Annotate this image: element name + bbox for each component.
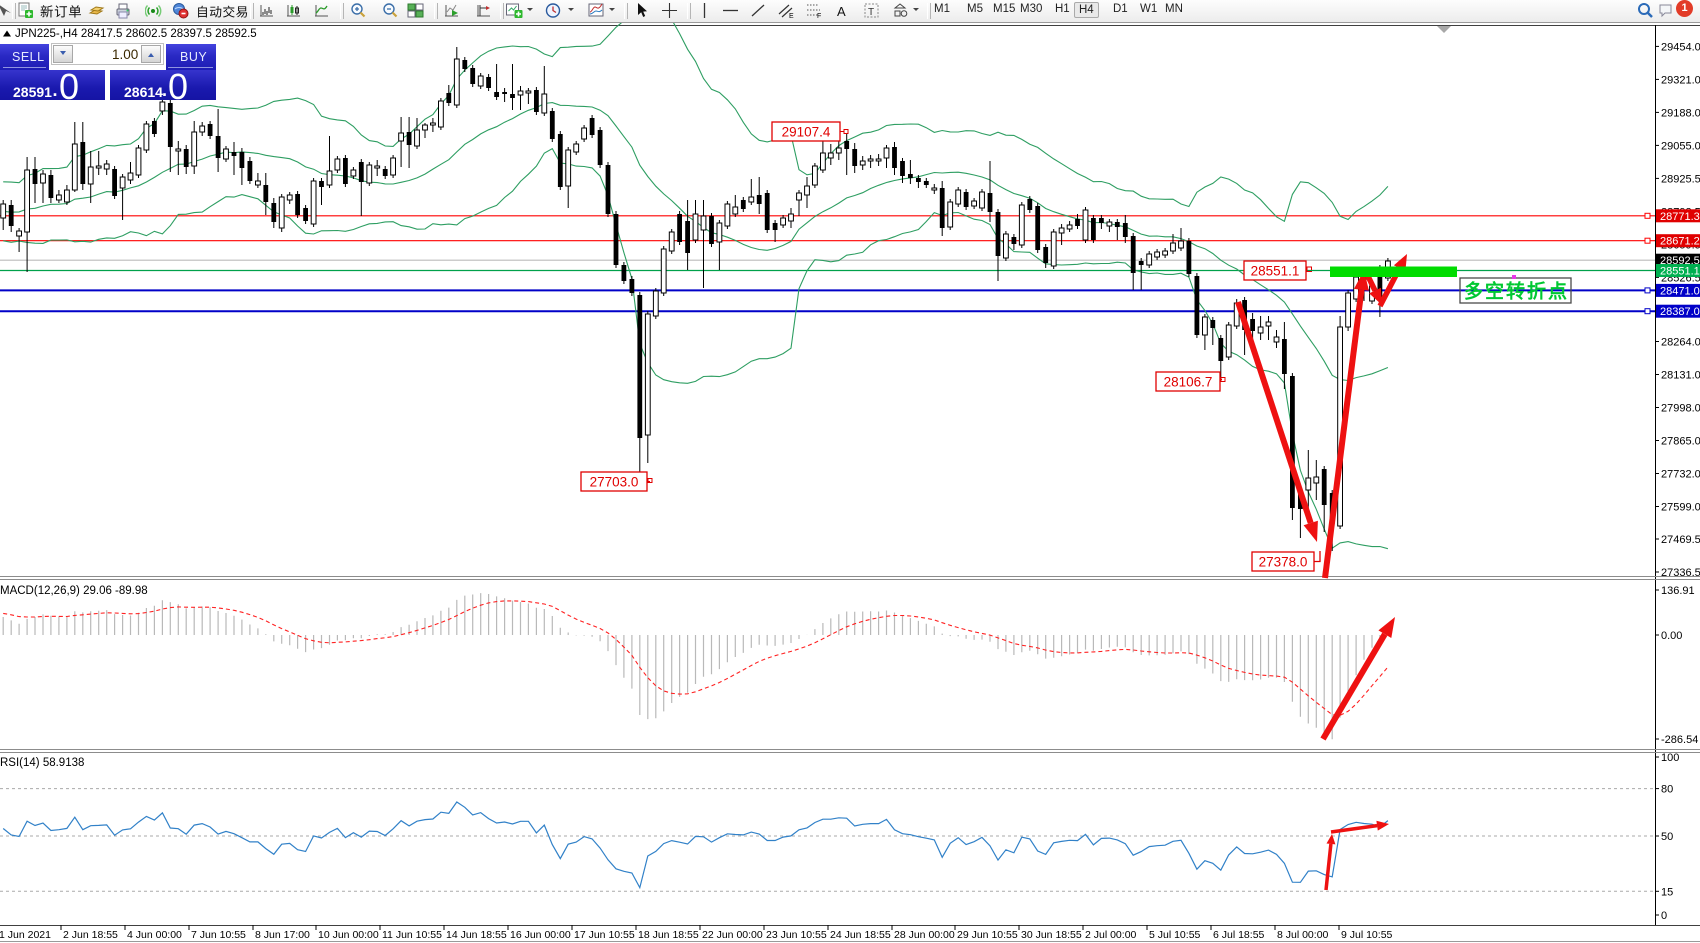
svg-text:28551.1: 28551.1 xyxy=(1660,266,1700,278)
svg-text:80: 80 xyxy=(1661,784,1673,796)
svg-text:10 Jun 00:00: 10 Jun 00:00 xyxy=(318,929,379,941)
svg-text:28 Jun 00:00: 28 Jun 00:00 xyxy=(894,929,955,941)
svg-text:29 Jun 10:55: 29 Jun 10:55 xyxy=(957,929,1018,941)
svg-text:27732.0: 27732.0 xyxy=(1661,469,1700,481)
svg-text:MACD(12,26,9) 29.06 -89.98: MACD(12,26,9) 29.06 -89.98 xyxy=(0,585,148,597)
svg-text:14 Jun 18:55: 14 Jun 18:55 xyxy=(446,929,507,941)
svg-text:8 Jun 17:00: 8 Jun 17:00 xyxy=(255,929,310,941)
svg-text:8 Jul 00:00: 8 Jul 00:00 xyxy=(1277,929,1329,941)
svg-text:28264.0: 28264.0 xyxy=(1661,337,1700,349)
svg-text:50: 50 xyxy=(1661,831,1673,843)
svg-text:28106.7: 28106.7 xyxy=(1164,375,1213,390)
svg-text:RSI(14) 58.9138: RSI(14) 58.9138 xyxy=(0,757,84,769)
svg-text:27998.0: 27998.0 xyxy=(1661,403,1700,415)
svg-text:多空转折点: 多空转折点 xyxy=(1464,280,1569,303)
svg-text:28471.0: 28471.0 xyxy=(1660,285,1700,297)
svg-text:1 Jun 2021: 1 Jun 2021 xyxy=(0,929,51,941)
svg-text:7 Jun 10:55: 7 Jun 10:55 xyxy=(191,929,246,941)
svg-text:27469.5: 27469.5 xyxy=(1661,534,1700,546)
svg-text:27703.0: 27703.0 xyxy=(590,475,639,490)
svg-text:5 Jul 10:55: 5 Jul 10:55 xyxy=(1149,929,1201,941)
svg-text:-286.54: -286.54 xyxy=(1661,734,1698,746)
svg-text:23 Jun 10:55: 23 Jun 10:55 xyxy=(766,929,827,941)
svg-text:27378.0: 27378.0 xyxy=(1259,555,1308,570)
svg-text:28925.5: 28925.5 xyxy=(1661,173,1700,185)
svg-text:28671.2: 28671.2 xyxy=(1660,236,1700,248)
svg-text:29454.0: 29454.0 xyxy=(1661,41,1700,53)
svg-text:0.00: 0.00 xyxy=(1661,630,1682,642)
svg-text:27336.5: 27336.5 xyxy=(1661,567,1700,579)
svg-text:136.91: 136.91 xyxy=(1661,585,1695,597)
svg-text:30 Jun 18:55: 30 Jun 18:55 xyxy=(1021,929,1082,941)
svg-text:28131.0: 28131.0 xyxy=(1661,370,1700,382)
svg-text:28551.1: 28551.1 xyxy=(1251,264,1300,279)
svg-text:29321.0: 29321.0 xyxy=(1661,74,1700,86)
svg-text:22 Jun 00:00: 22 Jun 00:00 xyxy=(702,929,763,941)
svg-text:15: 15 xyxy=(1661,886,1673,898)
svg-text:E: E xyxy=(789,13,794,19)
svg-text:2 Jul 00:00: 2 Jul 00:00 xyxy=(1085,929,1137,941)
svg-text:6 Jul 18:55: 6 Jul 18:55 xyxy=(1213,929,1265,941)
svg-text:16 Jun 00:00: 16 Jun 00:00 xyxy=(510,929,571,941)
svg-text:17 Jun 10:55: 17 Jun 10:55 xyxy=(574,929,635,941)
svg-text:4 Jun 00:00: 4 Jun 00:00 xyxy=(127,929,182,941)
svg-text:2 Jun 18:55: 2 Jun 18:55 xyxy=(63,929,118,941)
svg-text:11 Jun 10:55: 11 Jun 10:55 xyxy=(382,929,442,941)
svg-text:18 Jun 18:55: 18 Jun 18:55 xyxy=(638,929,699,941)
svg-text:T: T xyxy=(868,7,874,18)
svg-text:28771.3: 28771.3 xyxy=(1660,211,1700,223)
svg-text:27599.0: 27599.0 xyxy=(1661,502,1700,514)
svg-text:29107.4: 29107.4 xyxy=(782,125,831,140)
svg-text:F: F xyxy=(817,13,821,19)
svg-text:24 Jun 18:55: 24 Jun 18:55 xyxy=(830,929,891,941)
svg-text:27865.0: 27865.0 xyxy=(1661,436,1700,448)
svg-text:9 Jul 10:55: 9 Jul 10:55 xyxy=(1341,929,1393,941)
svg-text:100: 100 xyxy=(1661,752,1679,764)
svg-text:29055.0: 29055.0 xyxy=(1661,140,1700,152)
svg-text:29188.0: 29188.0 xyxy=(1661,107,1700,119)
svg-text:JPN225-,H4 28417.5 28602.5 28: JPN225-,H4 28417.5 28602.5 28397.5 28592… xyxy=(15,28,257,40)
svg-text:0: 0 xyxy=(1661,910,1667,922)
svg-text:28387.0: 28387.0 xyxy=(1660,306,1700,318)
